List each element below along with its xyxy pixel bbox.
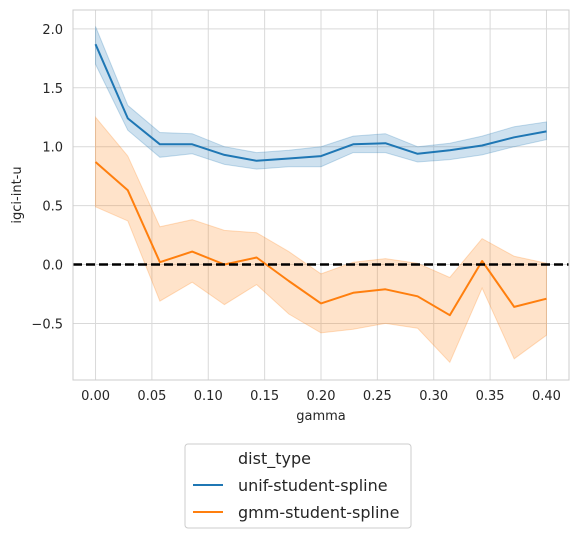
- y-tick-label: −0.5: [31, 317, 63, 332]
- plot-frame: [72, 9, 570, 381]
- x-tick-label: 0.25: [363, 389, 392, 404]
- x-tick-label: 0.35: [476, 389, 505, 404]
- y-tick-labels: −0.5 0.0 0.5 1.0 1.5 2.0: [31, 23, 63, 333]
- x-tick-label: 0.40: [532, 389, 561, 404]
- confidence-bands: [95, 26, 547, 364]
- y-tick-label: 0.0: [42, 259, 63, 274]
- x-tick-label: 0.30: [419, 389, 448, 404]
- y-tick-label: 2.0: [42, 23, 63, 38]
- x-tick-label: 0.00: [81, 389, 110, 404]
- series-lines: [94, 43, 547, 317]
- legend: dist_type unif-student-spline gmm-student…: [184, 443, 412, 529]
- legend-title: dist_type: [238, 449, 311, 469]
- x-tick-label: 0.20: [307, 389, 336, 404]
- x-tick-labels: 0.00 0.05 0.10 0.15 0.20 0.25 0.30 0.35 0.40: [81, 389, 561, 404]
- unif-student-spline-legend-label: unif-student-spline: [238, 476, 388, 495]
- y-tick-label: 0.5: [42, 200, 63, 215]
- gmm-student-spline-band: [95, 115, 547, 364]
- x-axis-label: gamma: [296, 409, 346, 424]
- x-tick-label: 0.10: [194, 389, 223, 404]
- y-axis-label: igci-int-u: [10, 166, 25, 223]
- unif-student-spline-band: [95, 26, 547, 170]
- unif-student-spline-line: [94, 43, 547, 162]
- legend-box: [184, 443, 412, 529]
- y-tick-label: 1.0: [42, 141, 63, 156]
- y-tick-label: 1.5: [42, 82, 63, 97]
- gmm-student-spline-legend-label: gmm-student-spline: [238, 503, 399, 522]
- x-tick-label: 0.15: [250, 389, 279, 404]
- x-tick-label: 0.05: [137, 389, 166, 404]
